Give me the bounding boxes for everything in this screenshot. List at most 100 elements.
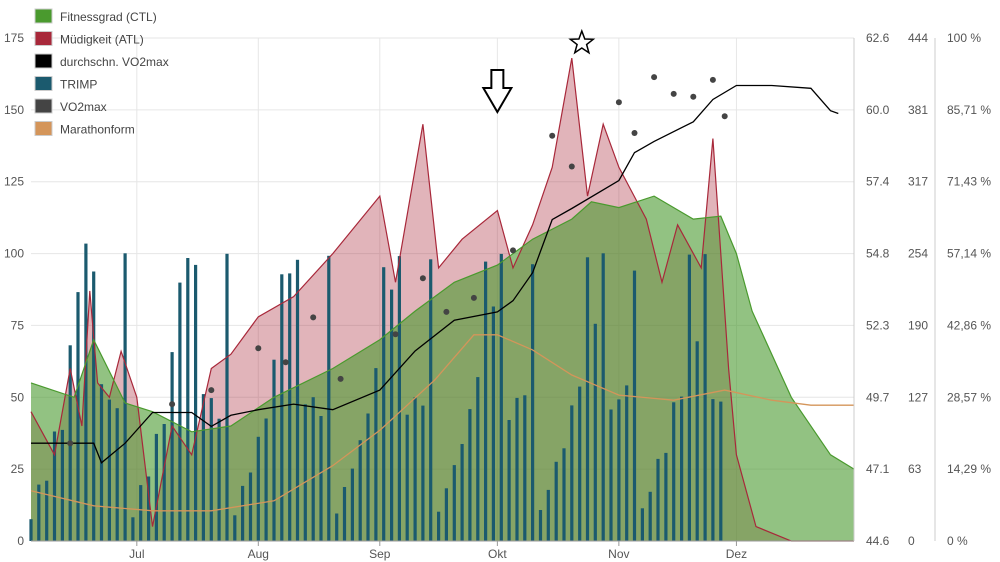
legend[interactable]: Fitnessgrad (CTL) Müdigkeit (ATL) durchsch…: [34, 8, 169, 137]
legend-item[interactable]: VO2max: [34, 98, 107, 114]
y-tick-label: 57.4: [866, 175, 890, 189]
atl-line: [30, 57, 854, 542]
trimp-bars: [29, 243, 723, 542]
y-tick-label: 52.3: [866, 318, 890, 332]
legend-item[interactable]: Fitnessgrad (CTL): [34, 8, 157, 24]
y-tick-label: 71,43 %: [947, 175, 991, 189]
trimp-bar: [687, 254, 691, 541]
trimp-bar: [194, 264, 198, 541]
legend-swatch: [34, 53, 53, 69]
vo2max-point: [615, 99, 622, 106]
series-areas: [31, 58, 854, 541]
trimp-bar: [264, 418, 268, 541]
vo2max-point: [443, 308, 450, 315]
series-lines: [30, 57, 855, 542]
y-tick-label: 54.8: [866, 247, 890, 261]
trimp-bar: [311, 397, 315, 541]
trimp-bar: [632, 270, 637, 541]
legend-label: TRIMP: [60, 78, 97, 92]
vo2max-point: [282, 359, 289, 366]
trimp-bar: [562, 448, 566, 541]
trimp-bar: [452, 465, 456, 541]
y-tick-label: 47.1: [866, 462, 890, 476]
trimp-bar: [319, 416, 323, 541]
trimp-bar: [327, 255, 331, 542]
vo2max-point: [631, 130, 638, 136]
trimp-bar: [617, 399, 621, 541]
vo2max-point: [470, 294, 477, 301]
y-tick-label: 100: [4, 247, 24, 261]
trimp-bar: [139, 485, 143, 541]
trimp-bar: [601, 253, 605, 542]
y-tick-label: 127: [908, 390, 928, 404]
y-tick-label: 0: [17, 534, 24, 548]
legend-label: durchschn. VO2max: [60, 55, 169, 69]
trimp-bar: [131, 517, 135, 541]
vo2max-point: [337, 375, 344, 382]
trimp-bar: [84, 243, 88, 541]
trimp-bar: [29, 519, 33, 541]
trimp-bar: [625, 385, 629, 541]
trimp-bar: [76, 292, 80, 541]
y-tick-label: 85,71 %: [947, 103, 991, 117]
trimp-bar: [60, 429, 64, 541]
trimp-bar: [460, 444, 464, 541]
trimp-bar: [719, 401, 723, 541]
y-tick-label: 317: [908, 175, 928, 189]
y-tick-label: 63: [908, 462, 922, 476]
y-tick-label: 125: [4, 175, 24, 189]
trimp-bar: [147, 476, 151, 541]
y-tick-label: 28,57 %: [947, 390, 991, 404]
x-tick-label: Nov: [608, 547, 629, 561]
trimp-bar: [366, 413, 370, 541]
y-tick-label: 60.0: [866, 103, 890, 117]
annotations: [481, 28, 596, 114]
trimp-bar: [546, 489, 550, 541]
legend-item[interactable]: Marathonform: [34, 121, 135, 137]
x-tick-label: Okt: [488, 547, 507, 561]
vo2max-point: [419, 275, 426, 282]
legend-label: Marathonform: [60, 123, 135, 137]
vo2max-point: [721, 113, 728, 120]
trimp-bar: [335, 513, 339, 541]
trimp-bar: [45, 480, 49, 541]
trimp-bar: [437, 511, 441, 541]
legend-item[interactable]: durchschn. VO2max: [34, 53, 169, 69]
trimp-bar: [382, 267, 386, 541]
legend-item[interactable]: Müdigkeit (ATL): [34, 31, 144, 47]
trimp-bar: [350, 468, 354, 541]
vo2max-point: [709, 76, 716, 83]
legend-label: Müdigkeit (ATL): [60, 33, 144, 47]
legend-swatch: [34, 76, 53, 91]
trimp-bar: [499, 253, 503, 541]
trimp-bar: [554, 461, 558, 541]
trimp-bar: [640, 508, 644, 541]
y-tick-label: 0: [908, 534, 915, 548]
y-tick-label: 150: [4, 103, 24, 117]
legend-item[interactable]: TRIMP: [34, 76, 97, 92]
legend-swatch: [34, 8, 53, 24]
vo2max-point: [510, 247, 516, 254]
vo2max-point: [208, 387, 215, 394]
trimp-bar: [342, 487, 347, 541]
trimp-bar: [186, 258, 190, 541]
trimp-bar: [170, 352, 174, 541]
ctl-line: [30, 195, 855, 470]
trimp-bar: [656, 458, 660, 541]
trimp-bar: [609, 409, 613, 541]
y-tick-label: 57,14 %: [947, 247, 991, 261]
trimp-bar: [233, 515, 237, 541]
trimp-bar: [703, 254, 707, 541]
trimp-bar: [523, 395, 527, 541]
trimp-bar: [209, 398, 213, 541]
trimp-bar: [664, 452, 668, 541]
trimp-bar: [154, 433, 158, 541]
trimp-bar: [295, 259, 300, 541]
trimp-bar: [303, 404, 307, 541]
y-tick-label: 62.6: [866, 31, 890, 45]
trimp-bar: [531, 264, 535, 541]
vo2max-point: [568, 163, 575, 170]
legend-swatch: [34, 31, 53, 46]
down-arrow-annotation: [481, 69, 514, 114]
y-tick-label: 381: [908, 103, 928, 117]
